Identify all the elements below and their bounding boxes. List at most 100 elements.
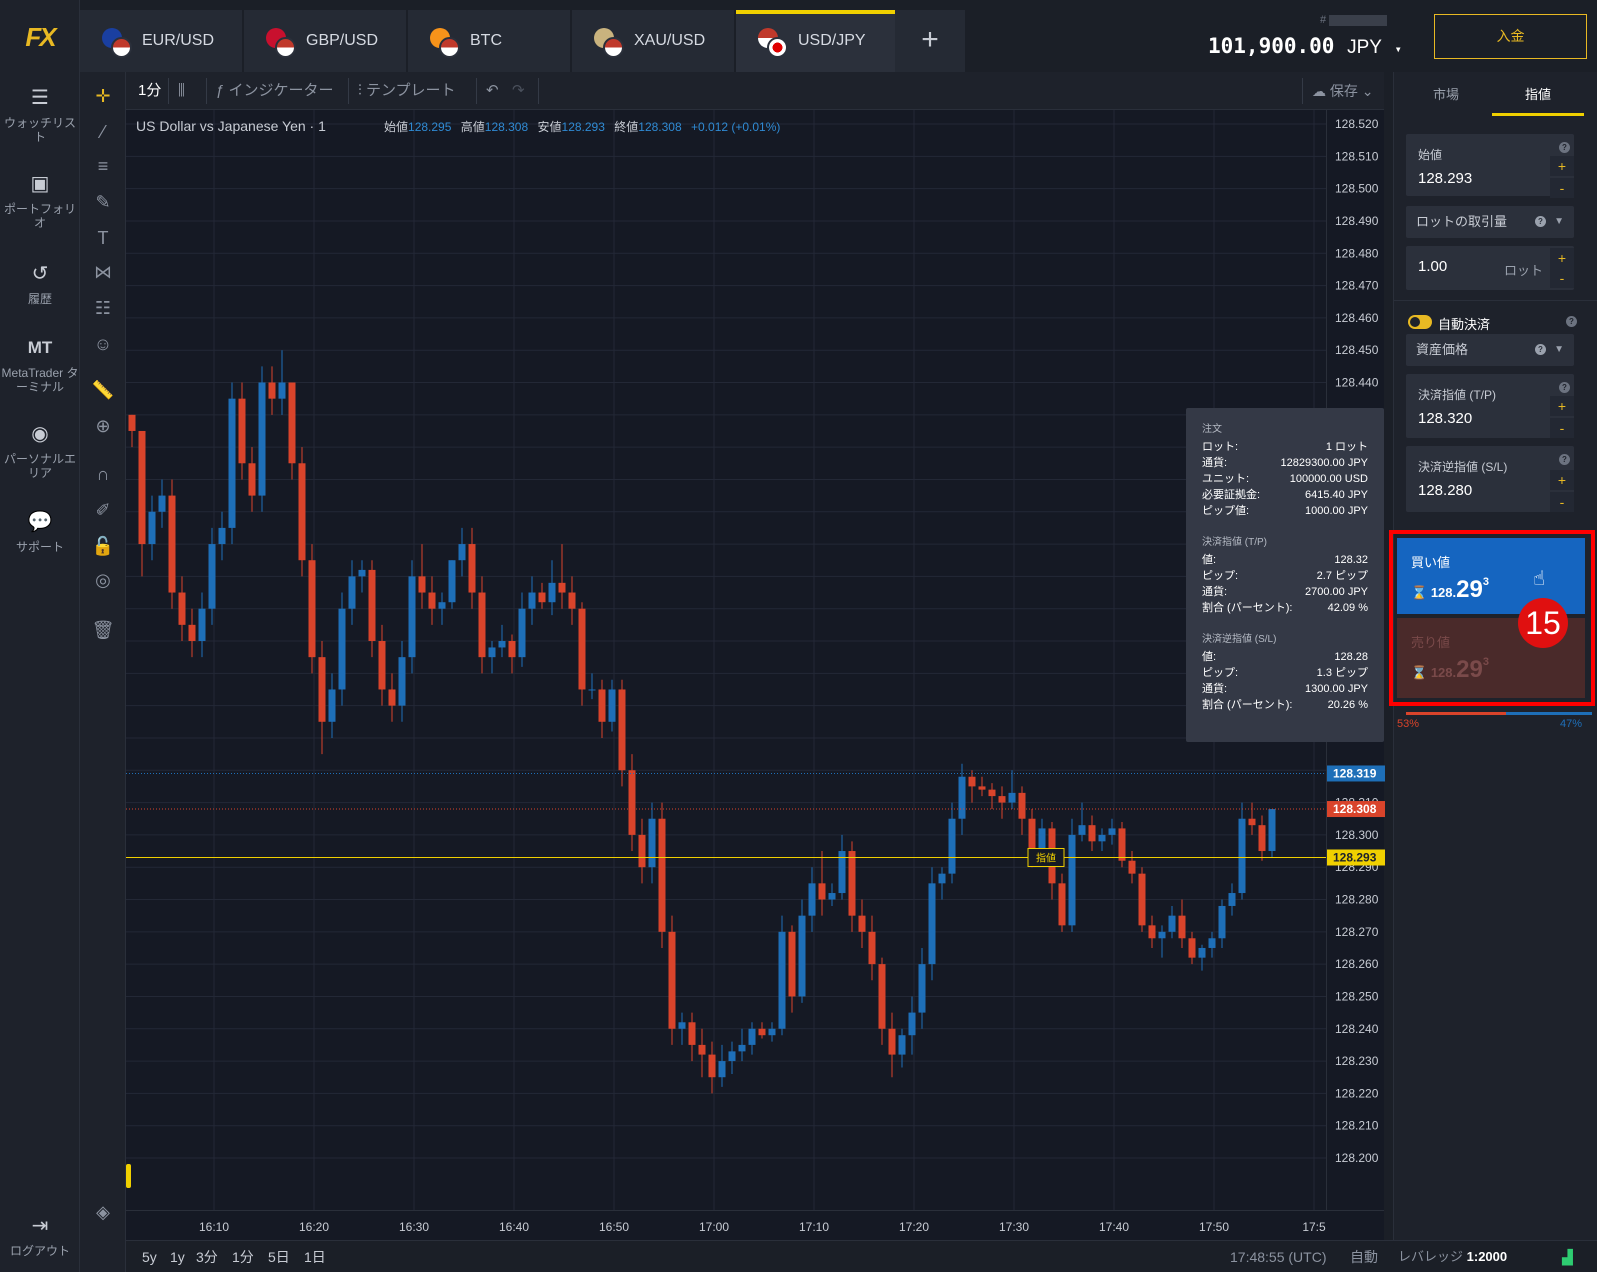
- candle-body: [408, 576, 416, 658]
- price-label-bg: [1327, 849, 1385, 866]
- add-tab-button[interactable]: +: [895, 10, 965, 72]
- candle-body: [968, 776, 976, 787]
- lock-icon[interactable]: 🔓: [91, 536, 115, 556]
- candle-body: [1068, 834, 1076, 926]
- trash-icon[interactable]: 🗑: [91, 620, 115, 640]
- stop-loss-field[interactable]: 決済逆指値 (S/L) 128.280 ? + -: [1406, 446, 1574, 512]
- decrease-lot-button[interactable]: -: [1550, 268, 1574, 288]
- nav-logout[interactable]: ⇥ ログアウト: [0, 1214, 80, 1258]
- layers-icon[interactable]: ◈: [96, 1202, 110, 1222]
- nav-history[interactable]: ↺ 履歴: [0, 262, 80, 306]
- auto-scale-button[interactable]: 自動: [1350, 1249, 1378, 1265]
- tab-limit-order[interactable]: 指値: [1492, 82, 1584, 116]
- order-tooltip: 注文 ロット: 1 ロット 通貨: 12829300.00 JPY ユニット: 10000…: [1186, 408, 1384, 742]
- order-row-value: 1.3 ピップ: [1316, 667, 1368, 679]
- decrease-sl-button[interactable]: -: [1550, 492, 1574, 512]
- nav-personal-area[interactable]: ◉ パーソナルエリア: [0, 422, 80, 480]
- candle-body: [978, 786, 986, 790]
- templates-label: テンプレート: [365, 82, 456, 99]
- candle-body: [188, 624, 196, 641]
- increase-tp-button[interactable]: +: [1550, 396, 1574, 416]
- candle-body: [618, 689, 626, 771]
- take-profit-field[interactable]: 決済指値 (T/P) 128.320 ? + -: [1406, 374, 1574, 438]
- stop-loss-value: 128.280: [1418, 482, 1473, 499]
- trend-line-icon[interactable]: ⁄: [101, 122, 105, 142]
- order-row: 割合 (パーセント): 20.26 %: [1202, 697, 1368, 713]
- nav-watchlist[interactable]: ☰ ウォッチリスト: [0, 86, 80, 144]
- tab-usd-jpy[interactable]: USD/JPY: [736, 10, 899, 72]
- order-row: ピップ: 1.3 ピップ: [1202, 665, 1368, 681]
- buy-sentiment-bar: [1506, 712, 1592, 715]
- account-balance[interactable]: 101,900.00 JPY ▾: [1208, 34, 1402, 59]
- zoom-in-icon[interactable]: ⊕: [95, 416, 111, 436]
- asset-price-select[interactable]: 資産価格 ? ▼: [1406, 334, 1574, 366]
- chart-type-icon[interactable]: ⫼: [178, 82, 185, 99]
- range-5d[interactable]: 5日: [268, 1249, 290, 1265]
- account-id: #: [1320, 14, 1388, 26]
- decrease-open-button[interactable]: -: [1550, 178, 1574, 198]
- help-icon[interactable]: ?: [1559, 454, 1570, 465]
- increase-lot-button[interactable]: +: [1550, 248, 1574, 268]
- text-icon[interactable]: T: [97, 228, 109, 248]
- tab-market[interactable]: 市場: [1432, 87, 1459, 102]
- buy-label: 買い値: [1411, 555, 1451, 570]
- brand-logo[interactable]: FX: [25, 22, 56, 52]
- auto-close-toggle[interactable]: [1408, 315, 1432, 329]
- interval-button[interactable]: 1分: [138, 82, 162, 99]
- help-icon[interactable]: ?: [1559, 382, 1570, 393]
- emoji-icon[interactable]: ☺: [93, 334, 113, 354]
- tab-xau-usd[interactable]: XAU/USD: [572, 10, 735, 72]
- price-tick-label: 128.500: [1335, 182, 1379, 196]
- candle-body: [388, 689, 396, 706]
- candle-body: [1168, 915, 1176, 932]
- candle-body: [938, 873, 946, 884]
- time-axis[interactable]: 16:10 16:20 16:30 16:40 16:50 17:00 17:10 17:20…: [126, 1210, 1384, 1240]
- deposit-button[interactable]: 入金: [1434, 14, 1587, 59]
- lot-amount-field[interactable]: 1.00 ロット + -: [1406, 246, 1574, 290]
- range-1d[interactable]: 1日: [304, 1249, 326, 1265]
- redo-icon[interactable]: ↷: [512, 82, 525, 99]
- candle-body: [138, 430, 146, 545]
- decrease-tp-button[interactable]: -: [1550, 418, 1574, 438]
- tab-eur-usd[interactable]: EUR/USD: [80, 10, 243, 72]
- price-chart[interactable]: 指値: [126, 110, 1326, 1210]
- range-3m[interactable]: 3分: [196, 1249, 218, 1265]
- brush-icon[interactable]: ✎: [95, 192, 111, 212]
- lot-volume-select[interactable]: ロットの取引量 ? ▼: [1406, 206, 1574, 238]
- candle-body: [358, 569, 366, 577]
- tab-gbp-usd[interactable]: GBP/USD: [244, 10, 407, 72]
- indicators-button[interactable]: ƒ インジケーター: [216, 72, 334, 110]
- time-tick-label: 17:10: [799, 1220, 829, 1234]
- tab-btc[interactable]: BTC: [408, 10, 571, 72]
- candle-body: [838, 851, 846, 894]
- help-icon[interactable]: ?: [1535, 216, 1546, 227]
- range-1m[interactable]: 1分: [232, 1249, 254, 1265]
- order-row-key: ピップ値:: [1202, 505, 1250, 517]
- fib-icon[interactable]: ☷: [94, 298, 112, 318]
- ruler-icon[interactable]: 📏: [91, 380, 115, 400]
- help-icon[interactable]: ?: [1535, 344, 1546, 355]
- undo-icon[interactable]: ↶: [486, 82, 499, 99]
- open-price-field[interactable]: 始値 128.293 ? + -: [1406, 134, 1574, 198]
- order-row-value: 100000.00 USD: [1289, 473, 1368, 485]
- range-1y[interactable]: 1y: [170, 1249, 185, 1265]
- nav-metatrader[interactable]: MT MetaTrader ターミナル: [0, 336, 80, 394]
- increase-sl-button[interactable]: +: [1550, 470, 1574, 490]
- save-button[interactable]: ☁ 保存 ⌄: [1312, 72, 1374, 110]
- candle-body: [798, 915, 806, 997]
- price-tick-label: 128.440: [1335, 376, 1379, 390]
- pencil-lock-icon[interactable]: ✐: [95, 500, 111, 520]
- help-icon[interactable]: ?: [1559, 142, 1570, 153]
- horizontal-lines-icon[interactable]: ≡: [97, 156, 109, 176]
- crosshair-icon[interactable]: ✛: [95, 86, 111, 106]
- nav-support[interactable]: 💬 サポート: [0, 510, 80, 554]
- range-5y[interactable]: 5y: [142, 1249, 157, 1265]
- high-label: 高値: [460, 120, 485, 134]
- eye-icon[interactable]: ◎: [95, 570, 111, 590]
- help-icon[interactable]: ?: [1566, 316, 1577, 327]
- nav-portfolio[interactable]: ▣ ポートフォリオ: [0, 172, 80, 230]
- pattern-icon[interactable]: ⋈: [94, 262, 112, 282]
- magnet-icon[interactable]: ∩: [96, 464, 110, 484]
- increase-open-button[interactable]: +: [1550, 156, 1574, 176]
- templates-button[interactable]: ⫶ テンプレート: [358, 72, 456, 110]
